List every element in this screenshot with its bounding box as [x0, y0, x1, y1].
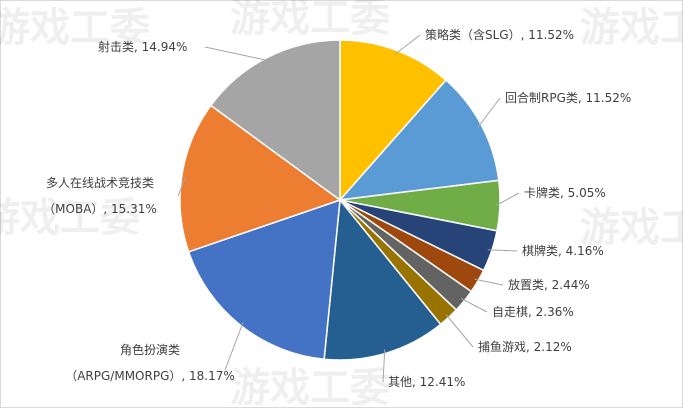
leader-line — [487, 249, 518, 252]
label-line: （MOBA）, 15.31% — [43, 202, 157, 216]
label-line: （ARPG/MMORPG）, 18.17% — [65, 369, 235, 383]
data-label: 射击类, 14.94% — [98, 39, 187, 54]
data-label: 捕鱼游戏, 2.12% — [478, 339, 572, 354]
label-line: 角色扮演类 — [120, 342, 180, 357]
data-label: 回合制RPG类, 11.52% — [505, 90, 631, 105]
watermark: 游戏工委 — [580, 5, 683, 51]
watermark: 游戏工委 — [230, 365, 390, 408]
leader-line — [474, 278, 504, 286]
pie-slice — [338, 79, 500, 201]
leader-line — [477, 97, 501, 128]
pie-slice — [179, 104, 342, 253]
label-line: 回合制RPG类, 11.52% — [505, 90, 631, 105]
pie-slice — [339, 39, 448, 202]
watermark: 游戏工委 — [0, 195, 140, 241]
data-label: 自走棋, 2.36% — [492, 305, 574, 319]
leader-line — [495, 192, 520, 206]
leader-line — [460, 298, 488, 313]
watermark: 游戏工委 — [0, 5, 150, 51]
label-line: 多人在线战术竞技类 — [46, 176, 154, 190]
leader-line — [382, 349, 386, 383]
pie-slice — [187, 198, 341, 361]
data-label: 卡牌类, 5.05% — [524, 186, 606, 200]
label-line: 卡牌类, 5.05% — [524, 186, 606, 200]
data-label: 放置类, 2.44% — [508, 277, 590, 292]
pie-slice — [323, 198, 442, 361]
label-line: 其他, 12.41% — [388, 375, 465, 389]
data-label: 策略类（含SLG）, 11.52% — [425, 27, 574, 42]
data-label: 其他, 12.41% — [388, 375, 465, 389]
pie-slice — [209, 39, 341, 202]
leader-line — [204, 46, 270, 62]
leader-line — [177, 176, 187, 197]
data-label: 多人在线战术竞技类 （MOBA）, 15.31% — [43, 176, 157, 216]
label-line: 策略类（含SLG）, 11.52% — [425, 27, 574, 42]
label-line: 射击类, 14.94% — [98, 39, 187, 54]
leader-line — [445, 314, 474, 348]
label-line: 自走棋, 2.36% — [492, 305, 574, 319]
watermark: 游戏工委 — [230, 0, 390, 41]
data-label: 棋牌类, 4.16% — [522, 244, 604, 258]
label-line: 捕鱼游戏, 2.12% — [478, 339, 572, 354]
leader-line — [394, 34, 421, 55]
label-line: 棋牌类, 4.16% — [522, 244, 604, 258]
data-label: 角色扮演类 （ARPG/MMORPG）, 18.17% — [65, 342, 235, 383]
label-line: 放置类, 2.44% — [508, 277, 590, 292]
watermark: 游戏工委 — [580, 205, 683, 251]
leader-line — [224, 322, 244, 371]
